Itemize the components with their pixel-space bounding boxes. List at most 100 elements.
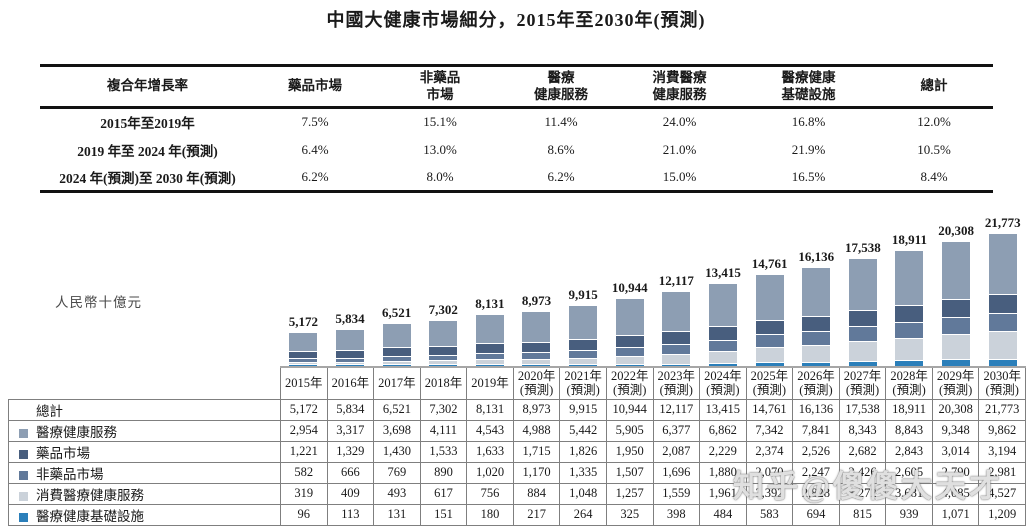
series-label: 藥品市場	[36, 445, 90, 461]
bar-segment-消費醫療健康服務	[615, 356, 644, 364]
bar-segment-醫療健康基礎設施	[942, 359, 971, 366]
year-header-cell: 2022年 (預測)	[605, 368, 654, 400]
bar-column: 10,944	[606, 200, 653, 366]
value-cell: 4,111	[419, 419, 468, 442]
value-cell: 2,426	[838, 461, 887, 484]
bar-segment-藥品市場	[662, 331, 691, 344]
value-cell: 16,136	[792, 398, 840, 421]
value-cell: 1,071	[931, 503, 980, 526]
value-cell: 17,538	[838, 398, 887, 421]
bar-column: 5,172	[280, 200, 327, 366]
data-table-body: 總計 5,172 5,834 6,521 7,302 8,131 8,973 9,915 10,…	[8, 398, 1026, 526]
year-header-cell: 2018年	[419, 368, 468, 400]
bar-column: 14,761	[746, 200, 793, 366]
bar-segment-醫療健康基礎設施	[988, 359, 1017, 366]
bar-segment-醫療健康基礎設施	[802, 362, 831, 366]
value-cell: 2,954	[280, 419, 328, 442]
bar-total-label: 16,136	[798, 249, 835, 264]
bar-segment-醫療健康服務	[289, 333, 318, 351]
cagr-value-cell: 8.0%	[426, 168, 454, 184]
value-cell: 769	[373, 461, 421, 484]
bar-segment-非藥品市場	[662, 344, 691, 354]
bar-total-label: 5,172	[288, 314, 318, 329]
cagr-header-cell: 非藥品 市場	[375, 65, 505, 109]
y-axis-unit-label: 人民幣十億元	[55, 295, 142, 310]
bar-segment-藥品市場	[802, 316, 831, 331]
data-table-row: 藥品市場 1,221 1,329 1,430 1,533 1,633 1,715 1,826 1…	[8, 440, 1026, 463]
value-cell: 180	[466, 503, 514, 526]
cagr-value-cell: 8.6%	[547, 141, 575, 157]
bar-segment-醫療健康基礎設施	[382, 364, 411, 366]
bar-column: 21,773	[979, 200, 1026, 366]
value-cell: 2,229	[699, 440, 747, 463]
value-cell: 1,221	[280, 440, 328, 463]
value-cell: 1,257	[605, 482, 654, 505]
bar-segment-醫療健康服務	[522, 312, 551, 342]
cagr-value-cell: 10.5%	[917, 141, 951, 157]
value-cell: 493	[373, 482, 421, 505]
value-cell: 18,911	[885, 398, 933, 421]
value-cell: 694	[792, 503, 840, 526]
value-cell: 9,915	[559, 398, 607, 421]
legend-swatch-icon	[19, 428, 28, 438]
bar-segment-醫療健康服務	[429, 321, 458, 346]
bar-total-label: 8,131	[475, 296, 505, 311]
bar-stack	[755, 275, 784, 366]
bar-segment-醫療健康服務	[708, 284, 737, 326]
value-cell: 8,343	[838, 419, 887, 442]
bar-segment-醫療健康服務	[802, 268, 831, 316]
bar-stack	[475, 315, 504, 366]
bar-segment-非藥品市場	[755, 334, 784, 347]
value-cell: 1,533	[419, 440, 468, 463]
value-cell: 5,442	[559, 419, 607, 442]
value-cell: 1,430	[373, 440, 421, 463]
value-cell: 96	[280, 503, 328, 526]
bar-segment-消費醫療健康服務	[708, 351, 737, 363]
value-cell: 9,348	[931, 419, 980, 442]
series-label-cell: 總計	[8, 398, 281, 421]
year-header-cell: 2028年 (預測)	[885, 368, 933, 400]
bar-segment-醫療健康基礎設施	[289, 364, 318, 366]
bar-segment-醫療健康服務	[755, 275, 784, 320]
value-cell: 2,087	[652, 440, 701, 463]
legend-swatch-icon	[19, 470, 28, 480]
cagr-value-cell: 6.2%	[301, 168, 329, 184]
bar-stack	[569, 306, 598, 366]
value-cell: 1,633	[466, 440, 514, 463]
value-cell: 5,172	[280, 398, 328, 421]
page-title: 中國大健康市場細分，2015年至2030年(預測)	[326, 10, 706, 30]
bar-column: 7,302	[420, 200, 467, 366]
bar-segment-醫療健康基礎設施	[615, 364, 644, 366]
legend-swatch-icon	[19, 449, 28, 459]
bar-segment-藥品市場	[988, 294, 1017, 313]
value-cell: 1,880	[699, 461, 747, 484]
bar-column: 17,538	[840, 200, 887, 366]
cagr-value-cell: 7.5%	[301, 114, 329, 130]
bar-segment-醫療健康基礎設施	[335, 364, 364, 366]
bar-stack	[615, 299, 644, 366]
bar-stack	[662, 292, 691, 366]
cagr-value-cell: 24.0%	[662, 114, 697, 130]
bar-total-label: 18,911	[891, 232, 927, 247]
value-cell: 3,194	[978, 440, 1026, 463]
bar-segment-非藥品市場	[848, 326, 877, 341]
series-label: 總計	[36, 403, 63, 419]
value-cell: 2,526	[792, 440, 840, 463]
value-cell: 2,981	[978, 461, 1026, 484]
bar-segment-醫療健康服務	[569, 306, 598, 339]
bar-column: 9,915	[560, 200, 607, 366]
bar-segment-非藥品市場	[942, 317, 971, 334]
cagr-value-cell: 6.4%	[301, 141, 329, 157]
cagr-header-cell: 醫療 健康服務	[505, 65, 617, 109]
value-cell: 890	[419, 461, 468, 484]
bar-segment-醫療健康基礎設施	[429, 364, 458, 366]
bar-segment-消費醫療健康服務	[475, 359, 504, 364]
value-cell: 2,828	[792, 482, 840, 505]
bar-stack	[895, 251, 924, 366]
cagr-row-label: 2015年至2019年	[100, 116, 195, 132]
value-cell: 1,961	[699, 482, 747, 505]
value-cell: 1,170	[512, 461, 561, 484]
bar-total-label: 20,308	[938, 223, 974, 238]
cagr-header-cell: 醫療健康 基礎設施	[742, 65, 875, 109]
bar-segment-消費醫療健康服務	[988, 331, 1017, 359]
